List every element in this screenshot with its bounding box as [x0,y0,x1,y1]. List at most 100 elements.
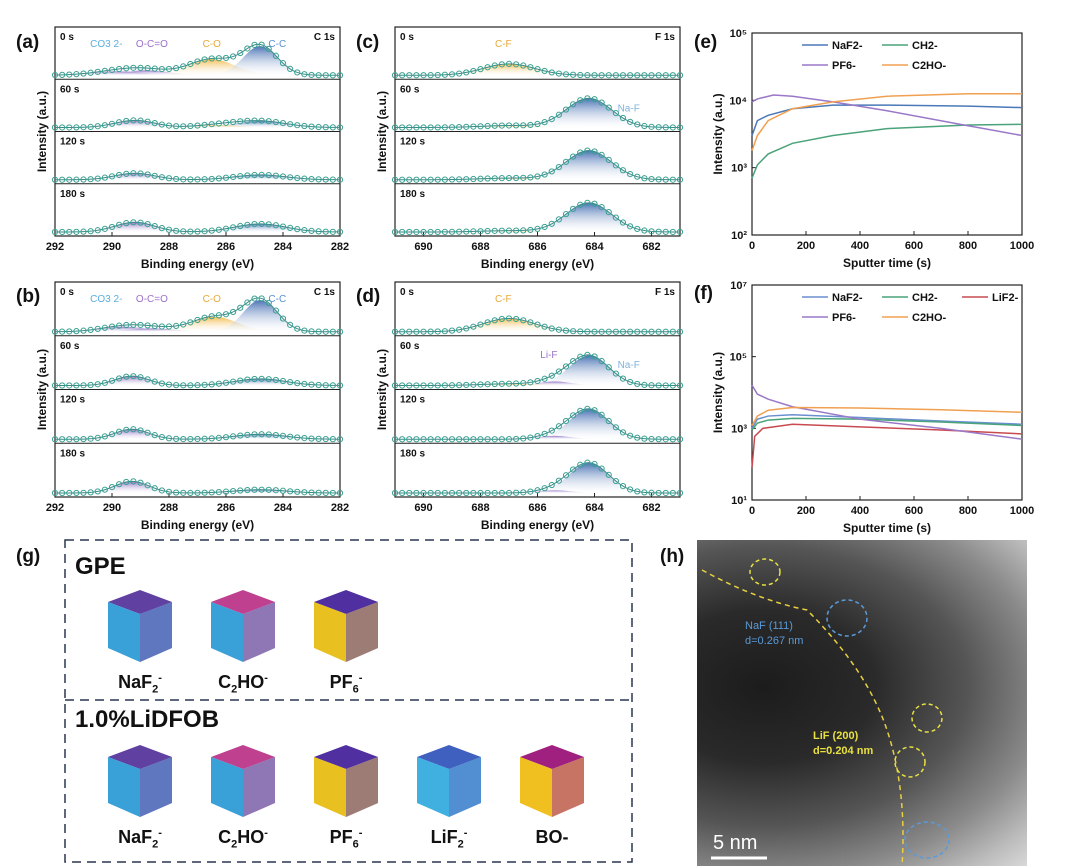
data-point [51,71,59,79]
x-tick-label: 686 [528,241,546,253]
data-point [272,432,279,439]
data-point [627,328,634,335]
data-point [108,173,116,180]
data-point [322,489,329,496]
data-point [541,119,548,126]
fit-component [208,46,312,76]
data-point [59,382,66,389]
data-point [66,124,73,131]
data-point [230,487,237,495]
data-point [627,72,634,79]
data-point [116,221,123,228]
data-point [336,328,344,335]
data-point [144,118,151,125]
data-point [420,176,427,183]
data-point [570,153,577,160]
data-point [215,312,222,319]
data-point [641,72,648,79]
data-point [676,489,684,497]
fit-component [80,376,184,386]
data-point [648,72,655,79]
legend-label: LiF2- [992,292,1019,304]
data-point [308,489,315,496]
peak-label: C-F [495,294,512,305]
data-point [94,227,101,234]
data-point [258,375,265,382]
stack-label: 120 s [400,395,425,406]
data-point [484,436,491,443]
data-point [165,435,173,442]
fit-component [503,490,606,493]
data-point [230,308,237,316]
x-tick-label: 292 [46,502,64,514]
data-point [80,382,87,389]
data-point [484,64,491,71]
data-point [470,228,477,235]
data-point [648,328,655,335]
data-point [208,313,215,320]
data-point [59,124,66,131]
data-point [215,175,222,182]
y-axis-label: Intensity (a.u.) [35,91,49,172]
data-point [555,368,562,375]
g-frame [64,539,633,863]
data-point [634,434,641,441]
data-point [215,55,222,62]
data-point [562,327,570,334]
data-point [427,382,434,389]
data-point [555,216,562,223]
data-point [513,380,520,387]
data-point [66,71,73,78]
data-point [201,176,208,183]
data-point [180,123,187,130]
data-point [584,351,591,359]
data-point [329,176,336,183]
data-point [676,176,684,183]
data-point [244,376,251,383]
x-tick-label: 200 [797,240,815,252]
data-point [144,65,151,72]
data-point [116,481,123,488]
data-point [570,71,577,78]
data-point [194,316,201,324]
data-point [173,175,180,183]
data-point [101,67,108,74]
data-point [187,319,194,326]
data-point [137,374,144,381]
data-point [598,204,605,211]
x-tick-label: 684 [585,502,604,514]
data-point [534,225,541,232]
data-point [51,382,59,389]
data-point [130,478,137,485]
data-point [562,71,570,78]
data-point [441,436,448,443]
data-point [151,432,158,439]
data-point [591,460,598,468]
data-point [555,477,562,484]
data-point [258,220,265,228]
data-point [308,435,315,442]
data-point [130,219,137,226]
data-point [151,322,158,330]
data-point [520,174,527,181]
stack-label: 180 s [60,189,85,200]
envelope [395,150,681,181]
x-tick-label: 688 [471,241,489,253]
data-point [655,124,662,131]
data-point [598,72,605,79]
data-point [194,435,201,443]
data-point [66,176,73,183]
data-point [151,65,158,72]
data-point [541,375,548,382]
lif-circle [749,558,781,586]
data-point [413,328,420,335]
data-point [648,175,655,183]
data-point [505,315,513,322]
data-point [534,377,541,385]
data-point [80,489,87,496]
data-point [301,122,308,130]
stack-label: 180 s [400,189,425,200]
data-point [605,471,612,478]
data-point [648,435,655,443]
data-point [555,70,562,77]
